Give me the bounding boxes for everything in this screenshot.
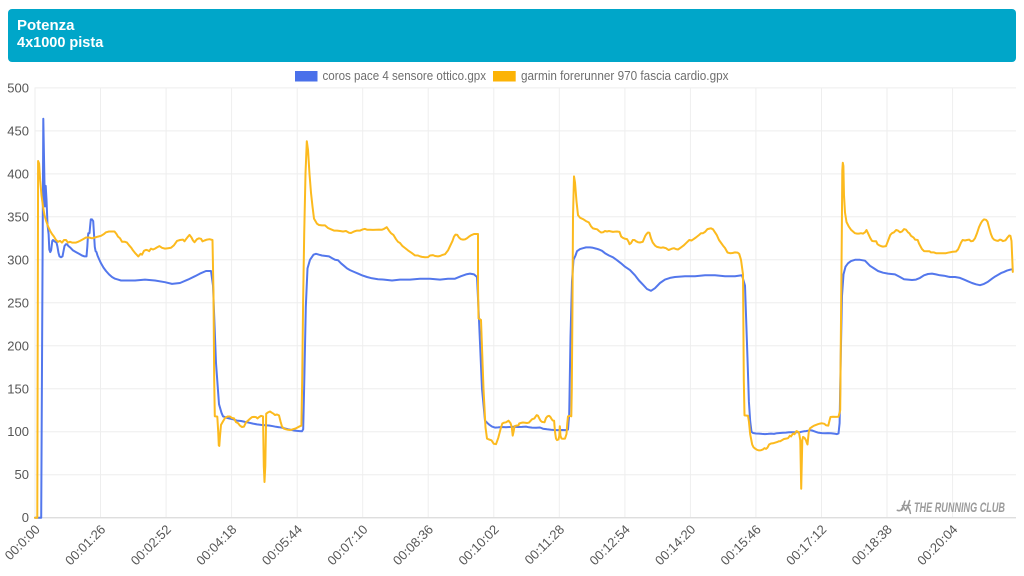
svg-text:garmin forerunner 970 fascia c: garmin forerunner 970 fascia cardio.gpx: [521, 68, 729, 83]
svg-text:coros pace 4 sensore ottico.gp: coros pace 4 sensore ottico.gpx: [323, 68, 487, 83]
svg-text:500: 500: [7, 80, 29, 95]
svg-text:0: 0: [22, 510, 29, 525]
svg-text:250: 250: [7, 295, 29, 310]
svg-text:00:07:10: 00:07:10: [324, 522, 370, 568]
svg-text:50: 50: [15, 467, 29, 482]
svg-text:00:20:04: 00:20:04: [914, 522, 960, 568]
svg-text:450: 450: [7, 123, 29, 138]
svg-text:00:04:18: 00:04:18: [193, 522, 239, 568]
svg-text:00:05:44: 00:05:44: [259, 522, 305, 568]
svg-text:200: 200: [7, 338, 29, 353]
svg-text:THE RUNNING CLUB: THE RUNNING CLUB: [914, 500, 1005, 515]
svg-text:00:15:46: 00:15:46: [717, 522, 763, 568]
svg-text:100: 100: [7, 424, 29, 439]
svg-text:00:17:12: 00:17:12: [783, 522, 829, 568]
svg-text:00:10:02: 00:10:02: [455, 522, 501, 568]
svg-text:150: 150: [7, 381, 29, 396]
svg-text:300: 300: [7, 252, 29, 267]
svg-text:00:11:28: 00:11:28: [522, 522, 568, 568]
svg-text:00:12:54: 00:12:54: [586, 522, 632, 568]
svg-text:00:0:00: 00:0:00: [2, 522, 43, 563]
svg-text:00:01:26: 00:01:26: [62, 522, 108, 568]
svg-text:350: 350: [7, 209, 29, 224]
svg-text:00:14:20: 00:14:20: [652, 522, 698, 568]
svg-text:00:02:52: 00:02:52: [128, 522, 174, 568]
svg-text:400: 400: [7, 166, 29, 181]
svg-text:00:08:36: 00:08:36: [390, 522, 436, 568]
svg-text:00:18:38: 00:18:38: [849, 522, 895, 568]
